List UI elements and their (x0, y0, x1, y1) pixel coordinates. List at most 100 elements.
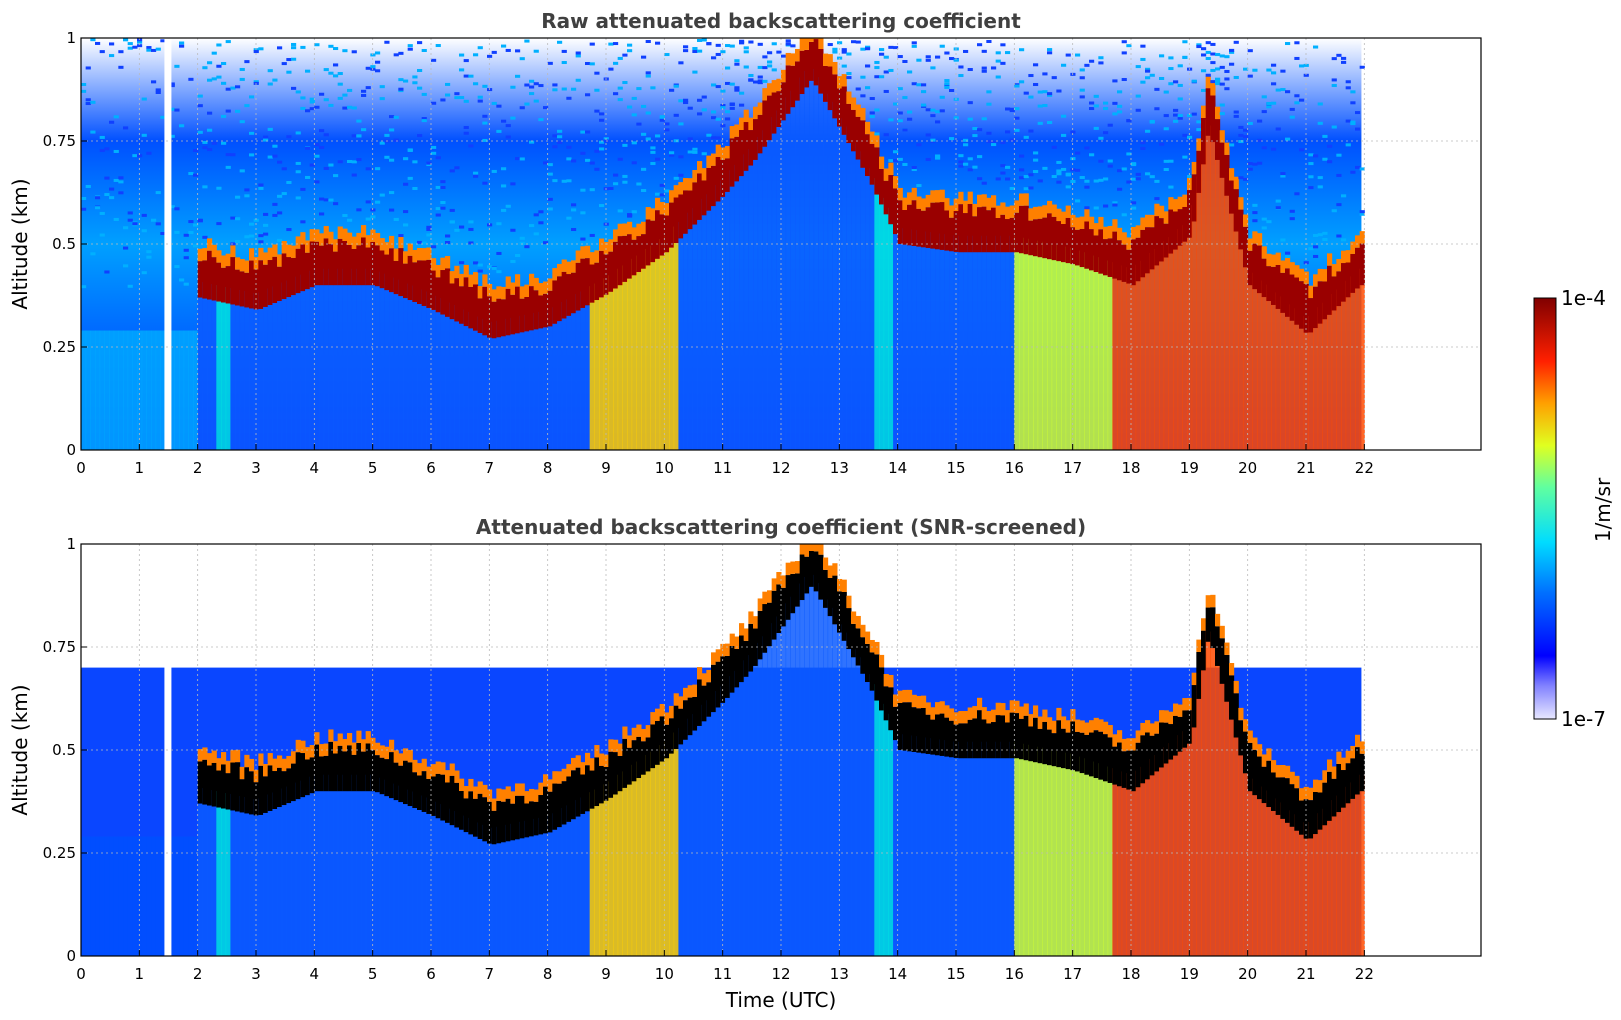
p1-noise (445, 241, 451, 245)
p2-column-edge (197, 749, 203, 762)
p1-noise (314, 43, 320, 47)
p2-column-low (939, 739, 945, 956)
p1-noise (986, 90, 992, 94)
p1-noise (216, 64, 222, 68)
p1-noise (179, 44, 185, 48)
p1-noise (697, 38, 703, 42)
p1-noise (571, 208, 577, 212)
p1-column-edge (958, 191, 964, 205)
p1-noise (225, 40, 231, 44)
p1-noise (501, 44, 507, 48)
p1-column-edge (1252, 231, 1258, 244)
p1-noise (1079, 76, 1085, 80)
p2-column-edge (953, 712, 959, 725)
p1-noise (263, 135, 269, 139)
p1-column-edge (711, 153, 717, 166)
p1-noise (575, 78, 581, 82)
p1-column-edge (893, 176, 899, 189)
p2-y-tick-label: 0.75 (43, 638, 76, 656)
p1-column-layer (398, 248, 404, 297)
p1-column-layer (617, 236, 623, 286)
p1-column-layer (211, 257, 217, 301)
p1-column-layer (1266, 266, 1272, 302)
p1-column-layer (930, 202, 936, 249)
p1-noise (1345, 80, 1351, 84)
p2-column-layer (1159, 722, 1165, 768)
p1-noise (725, 81, 731, 85)
p1-column-low (645, 248, 651, 450)
p2-column-low (113, 836, 119, 956)
p1-column-layer (1014, 212, 1020, 253)
p1-column-edge (697, 161, 703, 174)
p1-noise (958, 65, 964, 69)
p2-column-edge (379, 745, 385, 758)
p1-noise (347, 88, 353, 92)
p1-column-low (221, 286, 227, 450)
p1-noise (174, 230, 180, 234)
p1-noise (1215, 77, 1221, 81)
p1-noise (1112, 101, 1118, 105)
p1-noise (361, 89, 367, 93)
p1-noise (123, 126, 129, 130)
p1-column-edge (1271, 254, 1277, 267)
p1-column-edge (692, 170, 698, 183)
p1-noise (1285, 42, 1291, 46)
p2-column-edge (1121, 738, 1127, 752)
p1-column-low (1331, 293, 1337, 450)
p1-noise (337, 72, 343, 76)
p1-column-edge (781, 69, 787, 83)
p1-column-edge (1037, 206, 1043, 219)
p1-column-low (398, 279, 404, 450)
p1-noise (519, 106, 525, 110)
p1-noise (519, 241, 525, 245)
p1-column-low (580, 291, 586, 450)
p2-column-low (963, 741, 969, 956)
p1-column-low (1089, 253, 1095, 450)
p2-column-low (1121, 771, 1127, 956)
p1-column-low (95, 330, 101, 450)
p2-column-edge (995, 702, 1001, 716)
p1-noise (1247, 162, 1253, 166)
p1-noise (734, 88, 740, 92)
p1-noise (183, 233, 189, 237)
p1-noise (561, 61, 567, 65)
p1-column-low (1345, 280, 1351, 450)
p1-column-edge (1126, 237, 1132, 250)
p1-column-layer (1140, 229, 1146, 278)
p1-noise (137, 44, 143, 48)
p2-column-low (1023, 743, 1029, 956)
p1-noise (431, 58, 437, 62)
p1-column-low (216, 285, 222, 450)
p2-column-layer (1191, 685, 1197, 728)
p2-column-edge (305, 747, 311, 760)
p1-column-layer (650, 220, 656, 263)
p2-column-low (197, 787, 203, 956)
p1-noise (1210, 42, 1216, 46)
p2-column-edge (468, 778, 474, 792)
p1-column-edge (580, 246, 586, 259)
p1-noise (1005, 177, 1011, 181)
p1-noise (561, 179, 567, 183)
p1-noise (1112, 203, 1118, 207)
p2-column-low (832, 607, 838, 956)
p1-noise (678, 122, 684, 126)
p1-noise (533, 213, 539, 217)
p1-noise (155, 90, 161, 94)
p2-column-layer (333, 753, 339, 792)
p1-column-low (146, 330, 152, 450)
p1-noise (529, 224, 535, 228)
p2-column-low (300, 780, 306, 956)
p1-noise (893, 150, 899, 154)
p1-noise (1261, 95, 1267, 99)
p1-column-low (921, 230, 927, 450)
p2-column-edge (1238, 707, 1244, 721)
p2-column-low (1079, 756, 1085, 956)
p1-column-layer (575, 262, 581, 311)
p1-column-low (235, 288, 241, 450)
p1-noise (277, 46, 283, 50)
p1-x-tick-label: 2 (193, 459, 203, 477)
p1-column-layer (1238, 209, 1244, 250)
p1-noise (440, 201, 446, 205)
p1-noise (300, 96, 306, 100)
p1-column-low (305, 272, 311, 450)
